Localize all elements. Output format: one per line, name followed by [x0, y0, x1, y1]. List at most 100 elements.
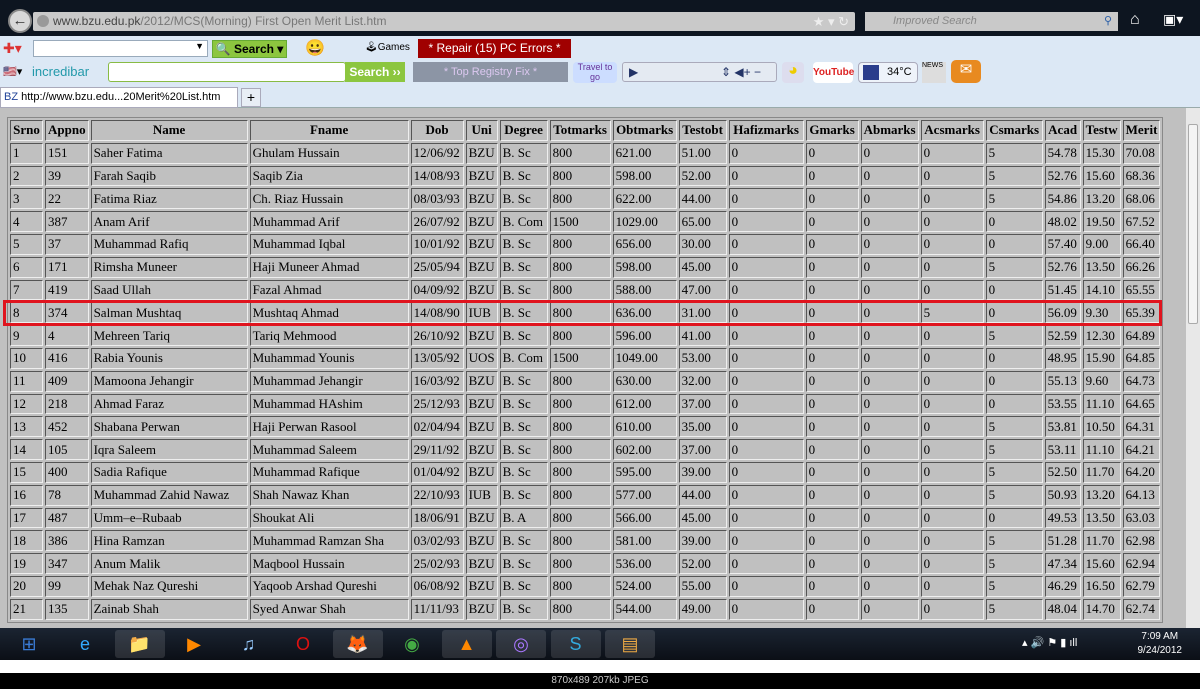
cell-dob: 26/07/92	[410, 211, 464, 232]
address-bar[interactable]: www.bzu.edu.pk/2012/MCS(Morning) First O…	[33, 12, 855, 31]
home-icon[interactable]: ⌂	[1130, 11, 1140, 28]
cell-acad: 48.02	[1044, 211, 1081, 232]
cell-merit: 67.52	[1122, 211, 1161, 232]
cell-testw: 9.00	[1082, 233, 1121, 255]
search-icon[interactable]: ⚲	[1103, 15, 1112, 27]
cell-gmarks: 0	[805, 256, 859, 278]
cell-testobt: 39.00	[678, 461, 727, 483]
cell-uni: BZU	[465, 416, 498, 438]
media-player-taskbar-icon[interactable]: ▶	[187, 634, 201, 654]
opera-taskbar-icon[interactable]: O	[295, 634, 310, 654]
bookmark-star-reload-icons[interactable]: ★ ▾ ↻	[812, 14, 849, 29]
cell-srno: 10	[10, 347, 43, 369]
cell-appno: 99	[45, 575, 89, 597]
back-button[interactable]: ←	[8, 9, 32, 33]
firefox-taskbar-icon[interactable]: 🦊	[332, 630, 383, 658]
winrar-taskbar-icon[interactable]: ▤	[605, 630, 655, 658]
toolbar-search-button[interactable]: 🔍 Search ▾	[212, 40, 287, 58]
cell-appno: 416	[45, 347, 89, 369]
new-tab-button[interactable]: +	[241, 88, 261, 107]
addon-logo-icon[interactable]: ✚▾	[3, 40, 22, 56]
dropdown-icon[interactable]: ▼	[195, 41, 204, 51]
scrollbar-thumb[interactable]	[1188, 124, 1198, 324]
cell-abmarks: 0	[860, 484, 919, 506]
volume-icons[interactable]: ⇕ ◀+ −	[721, 65, 761, 79]
start-taskbar-icon[interactable]: ⊞	[21, 634, 37, 654]
cell-degree: B. Sc	[499, 370, 548, 392]
cell-gmarks: 0	[805, 233, 859, 255]
bookmarks-icon[interactable]: ▣▾	[1163, 11, 1184, 27]
cell-merit: 70.08	[1122, 142, 1161, 164]
games-button[interactable]: 🕹Games	[365, 42, 410, 53]
cell-appno: 135	[45, 598, 89, 620]
clock[interactable]: 7:09 AM 9/24/2012	[1138, 630, 1183, 658]
itunes-taskbar-icon[interactable]: ♫	[241, 634, 256, 654]
search-input[interactable]: Improved Search ⚲	[865, 12, 1118, 31]
cell-srno: 12	[10, 393, 43, 415]
cell-testw: 13.20	[1082, 188, 1121, 210]
cell-name: Anum Malik	[90, 553, 248, 574]
cell-acsmarks: 0	[920, 393, 984, 415]
cell-gmarks: 0	[805, 461, 859, 483]
file-explorer-taskbar-icon[interactable]: 📁	[114, 630, 165, 658]
cell-gmarks: 0	[805, 188, 859, 210]
registry-fix-button[interactable]: * Top Registry Fix *	[413, 62, 568, 82]
cell-fname: Haji Perwan Rasool	[249, 416, 409, 438]
cell-fname: Shoukat Ali	[249, 507, 409, 529]
repair-errors-button[interactable]: * Repair (15) PC Errors *	[418, 39, 571, 58]
pacman-icon[interactable]: ◕	[782, 62, 804, 83]
cell-testw: 11.70	[1082, 530, 1121, 552]
tray-icons[interactable]: ▴ 🔊 ⚑ ▮ ıll	[1022, 637, 1078, 649]
media-player[interactable]: ▶ ⇕ ◀+ −	[622, 62, 777, 82]
internet-explorer-taskbar-icon[interactable]: e	[79, 634, 90, 654]
cell-testobt: 44.00	[678, 484, 727, 506]
table-row: 7 419 Saad Ullah Fazal Ahmad 04/09/92 BZU B. S…	[10, 279, 1161, 301]
youtube-button[interactable]: YouTube	[813, 62, 854, 83]
news-icon[interactable]: NEWS	[922, 62, 946, 83]
cell-obtmarks: 598.00	[612, 256, 677, 278]
skype-taskbar-icon[interactable]: S	[550, 630, 601, 658]
cell-obtmarks: 536.00	[612, 553, 677, 574]
incredibar-search-button[interactable]: Search ››	[345, 62, 405, 82]
cell-uni: BZU	[465, 211, 498, 232]
flag-icon[interactable]: 🇺🇸▾	[3, 66, 23, 78]
cell-csmarks: 0	[985, 347, 1043, 369]
cell-uni: BZU	[465, 530, 498, 552]
cell-hafizmarks: 0	[728, 461, 804, 483]
cell-abmarks: 0	[860, 553, 919, 574]
cell-csmarks: 5	[985, 165, 1043, 187]
cell-degree: B. Sc	[499, 484, 548, 506]
cell-gmarks: 0	[805, 484, 859, 506]
cell-abmarks: 0	[860, 598, 919, 620]
tab-merit-list[interactable]: BZ http://www.bzu.edu...20Merit%20List.h…	[0, 87, 238, 108]
cell-testobt: 30.00	[678, 233, 727, 255]
cell-testobt: 37.00	[678, 393, 727, 415]
cell-obtmarks: 1029.00	[612, 211, 677, 232]
column-header-acad: Acad	[1044, 120, 1081, 141]
bittorrent-taskbar-icon[interactable]: ◎	[496, 630, 546, 658]
cell-totmarks: 800	[549, 370, 611, 392]
column-header-testobt: Testobt	[678, 120, 727, 141]
incredibar-search-input[interactable]	[108, 62, 346, 82]
chrome-taskbar-icon[interactable]: ◉	[404, 634, 420, 654]
cell-obtmarks: 544.00	[612, 598, 677, 620]
cell-hafizmarks: 0	[728, 416, 804, 438]
cell-acad: 52.76	[1044, 165, 1081, 187]
weather-widget[interactable]: 34°C	[858, 62, 918, 83]
cell-testw: 14.70	[1082, 598, 1121, 620]
cell-acsmarks: 0	[920, 575, 984, 597]
travel-button[interactable]: Travel to go	[573, 62, 617, 83]
toolbar-search-input[interactable]: ▼	[33, 40, 208, 57]
cell-srno: 19	[10, 553, 43, 574]
search-placeholder: Improved Search	[893, 15, 977, 27]
cell-acad: 53.81	[1044, 416, 1081, 438]
vlc-taskbar-icon[interactable]: ▲	[441, 630, 492, 658]
cell-abmarks: 0	[860, 416, 919, 438]
smiley-icon[interactable]: 😀	[305, 40, 325, 57]
cell-degree: B. Sc	[499, 393, 548, 415]
cell-acsmarks: 0	[920, 370, 984, 392]
play-icon[interactable]: ▶	[629, 65, 639, 79]
cell-abmarks: 0	[860, 370, 919, 392]
cell-degree: B. Sc	[499, 142, 548, 164]
mail-icon[interactable]: ✉	[951, 60, 981, 83]
